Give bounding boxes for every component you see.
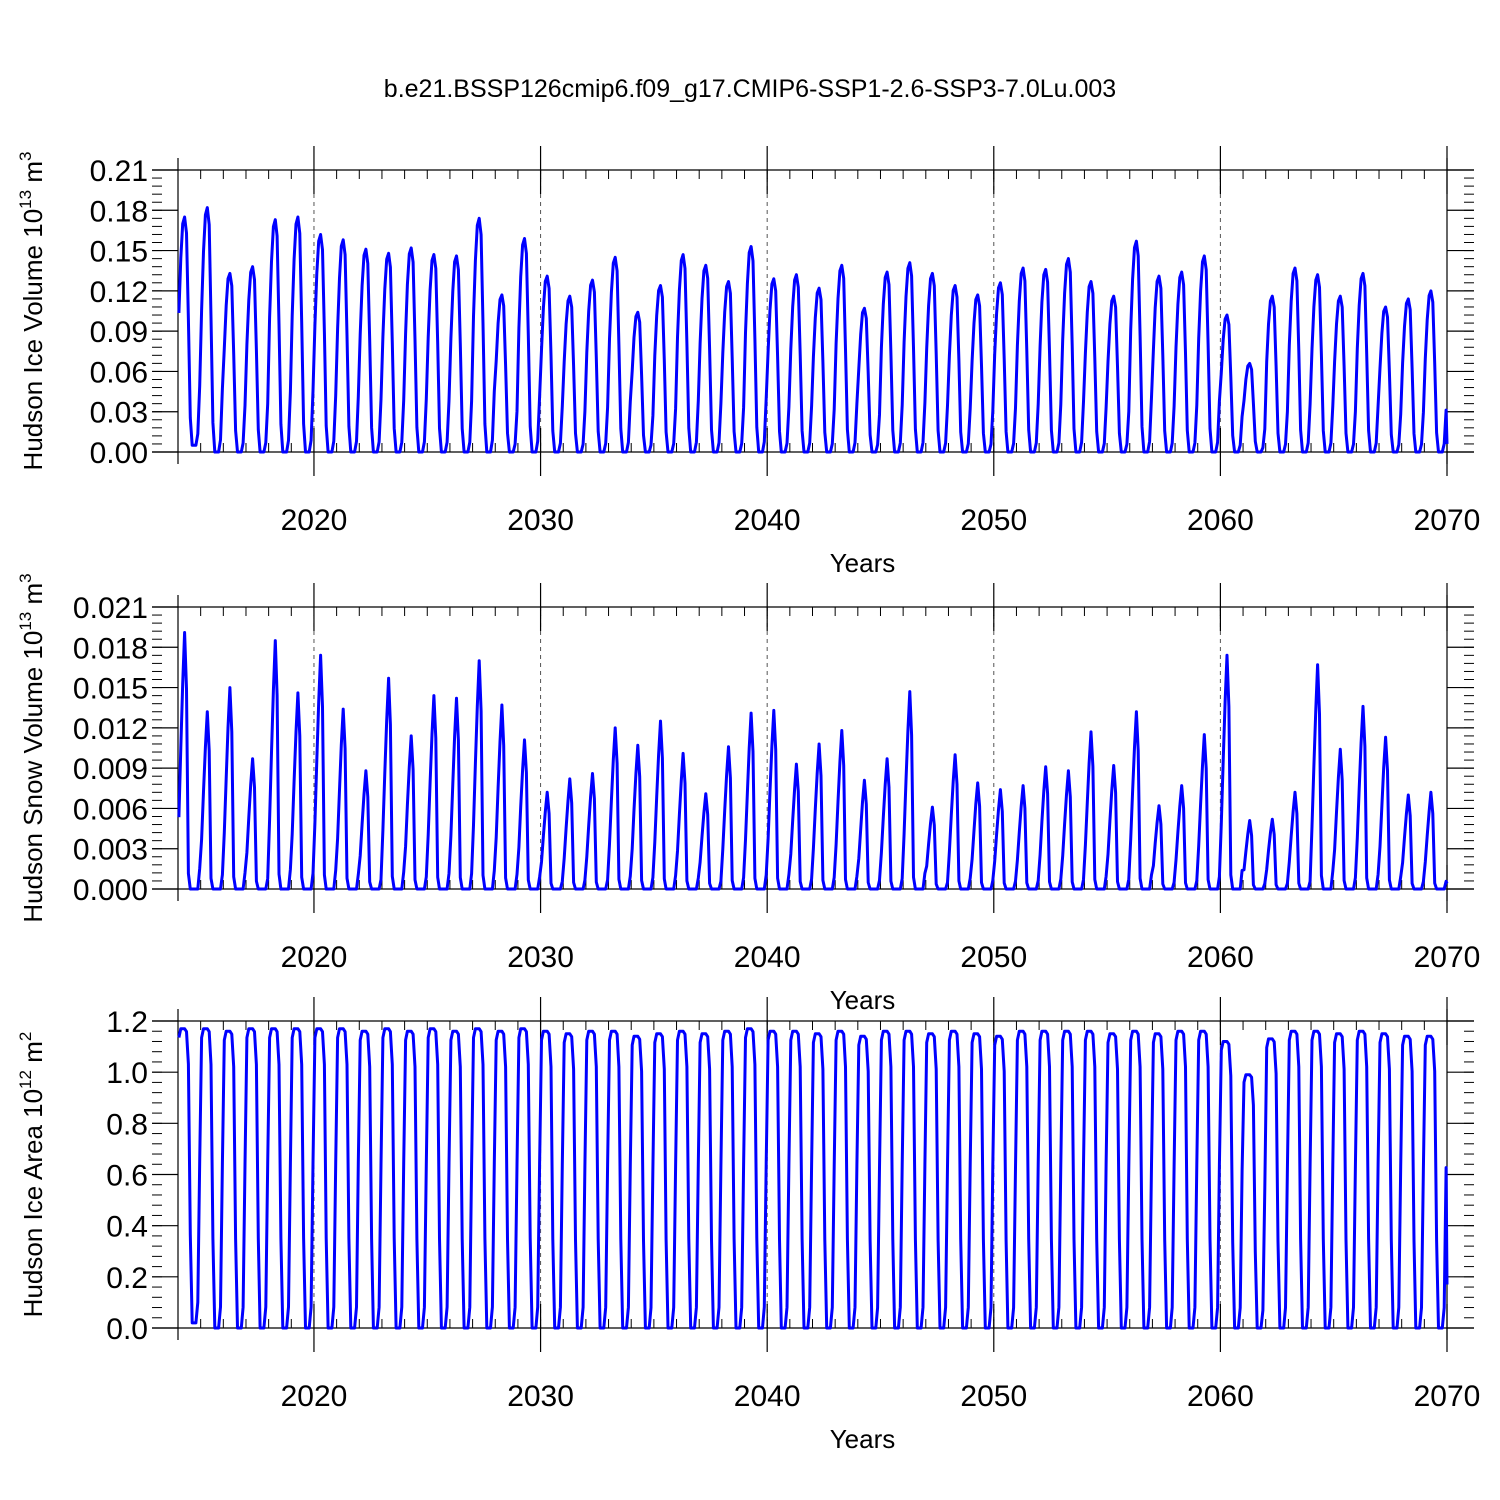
xtick-label: 2030	[507, 941, 574, 974]
xtick-label: 2020	[281, 504, 348, 537]
xtick-label: 2070	[1414, 1380, 1481, 1413]
x-axis-label: Years	[830, 548, 896, 578]
xtick-label: 2050	[960, 941, 1027, 974]
ytick-label: 0.8	[106, 1108, 148, 1141]
ytick-label: 0.009	[73, 753, 148, 786]
ytick-label: 0.00	[90, 437, 148, 470]
y-axis-label-unit: m	[18, 161, 48, 190]
ytick-label: 0.021	[73, 592, 148, 625]
xtick-label: 2070	[1414, 504, 1481, 537]
ytick-label: 0.15	[90, 236, 148, 269]
xtick-label: 2060	[1187, 504, 1254, 537]
ytick-label: 0.18	[90, 195, 148, 228]
ytick-label: 0.4	[106, 1211, 148, 1244]
figure-title: b.e21.BSSP126cmip6.f09_g17.CMIP6-SSP1-2.…	[384, 75, 1116, 103]
series-line	[177, 1027, 1449, 1330]
series-line	[177, 206, 1449, 454]
y-axis-label-exponent: 12	[16, 1070, 35, 1089]
y-axis-label-unit: m	[18, 1041, 48, 1070]
xtick-label: 2020	[281, 941, 348, 974]
y-axis-label-unit-exponent: 3	[16, 152, 35, 161]
xtick-label: 2030	[507, 1380, 574, 1413]
ytick-label: 0.09	[90, 316, 148, 349]
xtick-label: 2060	[1187, 1380, 1254, 1413]
y-axis-label-exponent: 13	[16, 612, 35, 631]
xtick-label: 2050	[960, 1380, 1027, 1413]
xtick-label: 2040	[734, 504, 801, 537]
panel-2: 0.000 0.003 0.006 0.009 0.012 0.015 0.018 0.021…	[16, 573, 1480, 1015]
xtick-label: 2070	[1414, 941, 1481, 974]
ytick-label: 0.012	[73, 713, 148, 746]
xtick-label: 2040	[734, 941, 801, 974]
ytick-label: 0.003	[73, 834, 148, 867]
xtick-label: 2020	[281, 1380, 348, 1413]
xtick-label: 2030	[507, 504, 574, 537]
xtick-label: 2050	[960, 504, 1027, 537]
panel-3: 0.0 0.2 0.4 0.6 0.8 1.0 1.2 2020 2030 2040 2050 206…	[16, 997, 1480, 1454]
ytick-label: 0.06	[90, 356, 148, 389]
y-axis-label-unit-exponent: 2	[16, 1032, 35, 1041]
ytick-label: 1.0	[106, 1057, 148, 1090]
series-line	[177, 631, 1449, 891]
ytick-label: 1.2	[106, 1006, 148, 1039]
y-axis-label: Hudson Snow Volume 1013 m3	[16, 573, 48, 922]
y-axis-label-exponent: 13	[16, 190, 35, 209]
y-axis-label-main: Hudson Ice Volume 10	[18, 209, 48, 471]
ytick-label: 0.2	[106, 1262, 148, 1295]
ytick-label: 0.21	[90, 155, 148, 188]
y-axis-label: Hudson Ice Volume 1013 m3	[16, 152, 48, 471]
panel-1: 0.00 0.03 0.06 0.09 0.12 0.15 0.18 0.21 2020 2030…	[16, 146, 1480, 578]
ytick-label: 0.03	[90, 397, 148, 430]
y-axis-label-unit: m	[18, 583, 48, 612]
xtick-label: 2060	[1187, 941, 1254, 974]
y-axis-label: Hudson Ice Area 1012 m2	[16, 1032, 48, 1318]
xtick-label: 2040	[734, 1380, 801, 1413]
ytick-label: 0.000	[73, 874, 148, 907]
ytick-label: 0.018	[73, 632, 148, 665]
ytick-label: 0.015	[73, 673, 148, 706]
ytick-label: 0.6	[106, 1160, 148, 1193]
ytick-label: 0.0	[106, 1313, 148, 1346]
y-axis-label-main: Hudson Snow Volume 10	[18, 631, 48, 923]
ytick-label: 0.006	[73, 793, 148, 826]
y-axis-label-unit-exponent: 3	[16, 573, 35, 582]
ytick-label: 0.12	[90, 276, 148, 309]
x-axis-label: Years	[830, 985, 896, 1015]
y-axis-label-main: Hudson Ice Area 10	[18, 1089, 48, 1317]
x-axis-label: Years	[830, 1424, 896, 1454]
